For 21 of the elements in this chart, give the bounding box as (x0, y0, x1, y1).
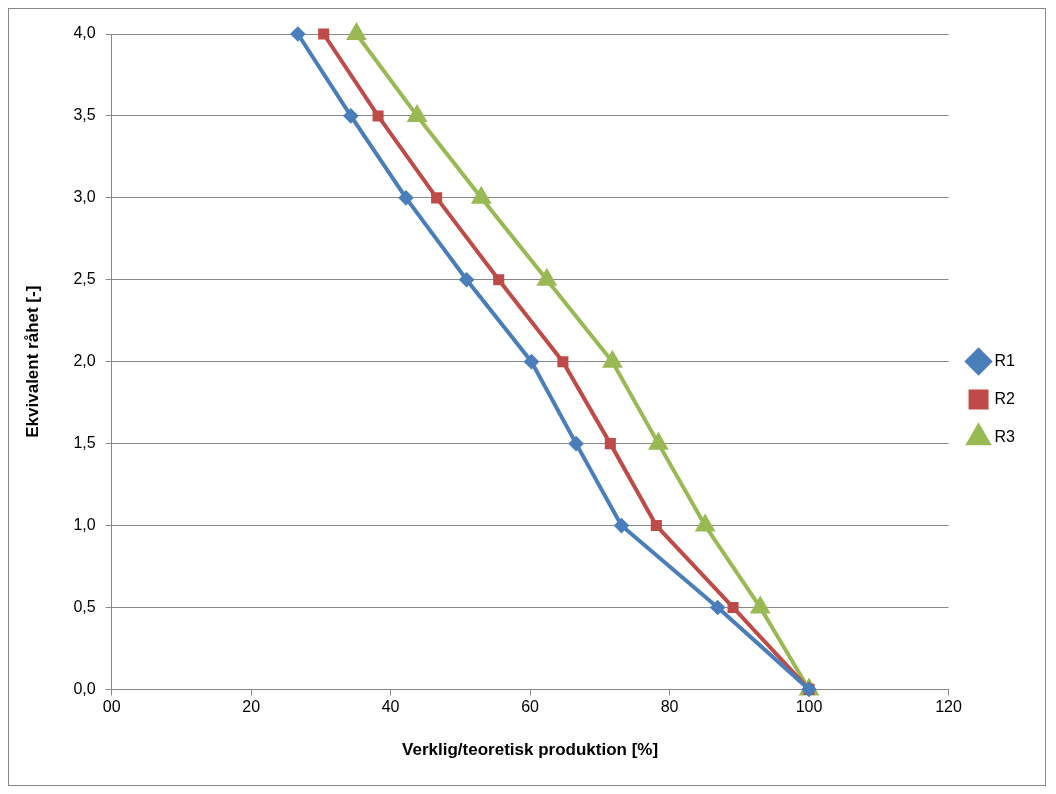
y-tick-label: 0,5 (73, 597, 96, 615)
x-tick-label: 80 (660, 698, 679, 716)
x-tick-label: 00 (102, 698, 121, 716)
legend-label: R3 (994, 427, 1016, 445)
x-tick-label: 60 (521, 698, 540, 716)
x-tick-label: 100 (795, 698, 823, 716)
x-axis-title: Verklig/teoretisk produktion [%] (402, 740, 659, 760)
y-tick-label: 2,5 (73, 270, 96, 288)
x-tick-label: 120 (935, 698, 962, 716)
y-tick-label: 3,5 (73, 106, 96, 124)
y-tick-label: 3,0 (73, 188, 96, 206)
x-tick-label: 40 (381, 698, 400, 716)
legend-label: R2 (994, 389, 1016, 407)
y-tick-label: 4,0 (73, 24, 96, 42)
y-tick-label: 2,0 (73, 352, 96, 370)
y-tick-label: 1,0 (73, 515, 96, 533)
legend-label: R1 (994, 351, 1016, 369)
x-tick-label: 20 (242, 698, 261, 716)
y-axis-title: Ekvivalent råhet [-] (22, 285, 42, 438)
y-tick-label: 0,0 (73, 679, 96, 697)
y-tick-label: 1,5 (73, 434, 96, 452)
